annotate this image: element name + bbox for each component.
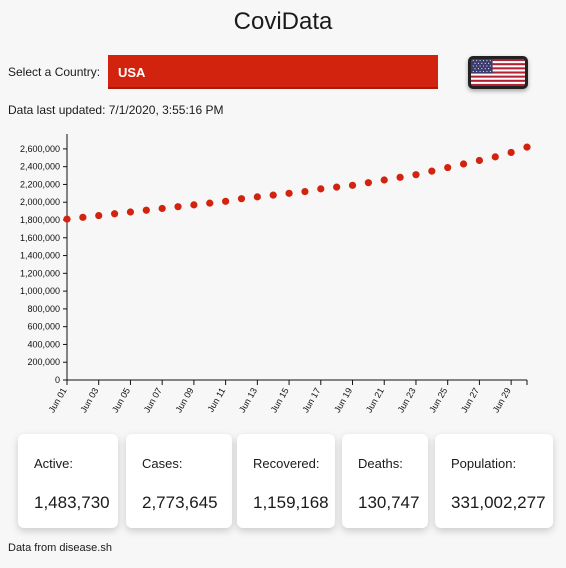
data-point <box>364 179 372 187</box>
country-select[interactable]: USA <box>108 55 438 89</box>
data-point <box>190 201 198 209</box>
y-tick-label: 600,000 <box>27 322 60 332</box>
x-tick-label: Jun 27 <box>459 386 481 414</box>
x-tick-label: Jun 05 <box>110 386 132 414</box>
x-tick-label: Jun 19 <box>332 386 354 414</box>
us-flag-graphic <box>471 59 525 86</box>
data-point <box>285 189 293 197</box>
data-point <box>317 185 325 193</box>
y-tick-label: 1,800,000 <box>20 215 60 225</box>
y-tick-label: 1,600,000 <box>20 233 60 243</box>
y-tick-label: 2,400,000 <box>20 162 60 172</box>
data-point <box>301 187 309 196</box>
stat-card-deaths: Deaths: 130,747 <box>342 434 428 528</box>
x-tick-label: Jun 17 <box>300 386 322 414</box>
y-tick-label: 400,000 <box>27 339 60 349</box>
y-tick-label: 800,000 <box>27 304 60 314</box>
data-point <box>206 199 214 207</box>
stat-card-active: Active: 1,483,730 <box>18 434 118 528</box>
data-source-text: Data from disease.sh <box>8 542 112 554</box>
data-point <box>459 160 468 168</box>
stat-value-recovered: 1,159,168 <box>253 493 329 512</box>
y-tick-label: 200,000 <box>27 357 60 367</box>
data-points <box>63 143 531 223</box>
data-point <box>79 213 87 221</box>
y-tick-label: 1,400,000 <box>20 251 60 261</box>
stat-card-cases: Cases: 2,773,645 <box>126 434 232 528</box>
data-point <box>444 163 452 172</box>
y-tick-label: 2,000,000 <box>20 197 60 207</box>
stat-value-cases: 2,773,645 <box>142 493 218 512</box>
y-tick-label: 1,000,000 <box>20 286 60 296</box>
data-point <box>237 195 246 203</box>
data-point <box>491 153 499 161</box>
stat-label-deaths: Deaths: <box>358 456 403 471</box>
data-point <box>222 197 230 205</box>
data-point <box>396 173 404 181</box>
x-axis: Jun 01 Jun 03 Jun 05 Jun 07 Jun 09 Jun 11 Jun … <box>47 379 528 414</box>
x-tick-label: Jun 13 <box>237 386 259 414</box>
data-point <box>380 176 388 184</box>
x-tick-label: Jun 11 <box>206 386 228 414</box>
stat-label-cases: Cases: <box>142 456 183 471</box>
stat-value-deaths: 130,747 <box>358 493 420 512</box>
stat-label-population: Population: <box>451 456 517 471</box>
data-point <box>110 210 119 218</box>
x-tick-label: Jun 01 <box>47 386 69 414</box>
x-tick-label: Jun 23 <box>396 386 418 414</box>
y-tick-label: 1,200,000 <box>20 268 60 278</box>
last-updated-text: Data last updated: 7/1/2020, 3:55:16 PM <box>8 103 224 117</box>
data-point <box>428 167 436 175</box>
stat-card-recovered: Recovered: 1,159,168 <box>237 434 335 528</box>
data-point <box>142 206 150 214</box>
country-select-value: USA <box>118 65 146 80</box>
data-point <box>333 183 341 191</box>
data-point <box>348 181 357 189</box>
country-select-label: Select a Country: <box>8 65 101 79</box>
y-tick-label: 2,200,000 <box>20 179 60 189</box>
y-tick-label: 0 <box>55 375 60 385</box>
data-point <box>507 148 515 157</box>
x-tick-label: Jun 29 <box>491 386 513 414</box>
stat-value-population: 331,002,277 <box>451 493 546 512</box>
x-tick-label: Jun 07 <box>142 386 164 414</box>
x-tick-label: Jun 25 <box>427 386 449 414</box>
data-point <box>158 204 166 213</box>
data-point <box>95 211 103 220</box>
data-point <box>174 203 182 211</box>
app-title: CoviData <box>233 8 333 35</box>
stat-label-active: Active: <box>34 456 74 471</box>
data-point <box>269 191 277 199</box>
data-point <box>253 193 261 201</box>
data-point <box>63 215 71 223</box>
cases-chart: 0 200,000 400,000 600,000 800,000 1,000,000 1,… <box>20 134 531 414</box>
y-axis: 0 200,000 400,000 600,000 800,000 1,000,000 1,… <box>20 134 68 385</box>
stat-card-population: Population: 331,002,277 <box>435 434 553 528</box>
stat-value-active: 1,483,730 <box>34 493 110 512</box>
x-tick-label: Jun 09 <box>173 386 195 414</box>
data-point <box>412 171 420 179</box>
stat-label-recovered: Recovered: <box>253 456 320 471</box>
data-point <box>126 208 135 216</box>
x-tick-label: Jun 21 <box>364 386 386 414</box>
x-tick-label: Jun 15 <box>269 386 291 414</box>
data-point <box>475 156 484 165</box>
y-tick-label: 2,600,000 <box>20 144 60 154</box>
data-point <box>523 143 531 151</box>
x-tick-label: Jun 03 <box>78 386 100 414</box>
us-flag-icon[interactable] <box>468 56 528 89</box>
